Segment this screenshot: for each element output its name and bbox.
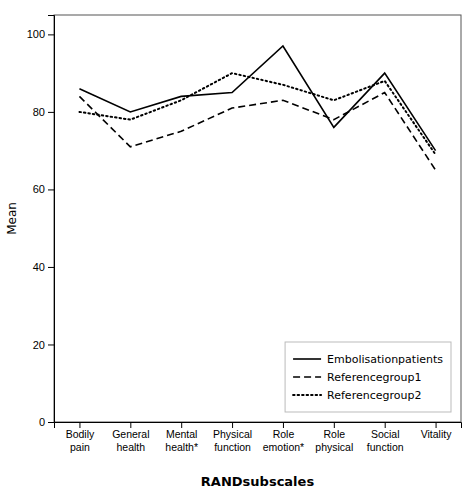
plot: 0 20 40 60 80 100 Bodilypain Generalhealth Menta…	[27, 15, 462, 453]
tick: 40	[33, 261, 54, 273]
legend: Embolisationpatients Referencegroup1 Refer…	[285, 342, 451, 412]
tick: 20	[33, 338, 54, 350]
tick-label: Socialfunction	[367, 428, 404, 452]
lines	[79, 46, 435, 170]
tick-mark	[130, 422, 131, 428]
tick-label: Vitality	[421, 428, 452, 440]
legend-swatch	[293, 376, 321, 378]
tick-mark	[48, 34, 54, 35]
tick: Vitality	[421, 422, 452, 440]
tick: Socialfunction	[367, 422, 404, 453]
tick-mark	[48, 189, 54, 190]
plot-frame	[54, 15, 461, 422]
y-axis-title: Mean	[5, 202, 19, 235]
tick-label: 0	[39, 416, 45, 428]
tick-mark	[48, 422, 54, 423]
tick-mark	[48, 112, 54, 113]
tick-mark	[436, 422, 437, 428]
tick-label: Rolephysical	[315, 428, 353, 452]
tick: Bodilypain	[66, 422, 95, 453]
tick: Rolephysical	[315, 422, 353, 453]
tick: 80	[33, 106, 54, 118]
tick-mark	[181, 422, 182, 428]
series-line	[79, 93, 435, 171]
tick-label: Physicalfunction	[213, 428, 252, 452]
series-line	[79, 73, 435, 154]
tick-label: Roleemotion*	[263, 428, 304, 452]
series-line	[79, 46, 435, 151]
tick-mark	[79, 422, 80, 428]
tick: 100	[27, 28, 54, 40]
tick-label: Bodilypain	[66, 428, 95, 452]
tick: Physicalfunction	[213, 422, 252, 453]
tick-mark	[283, 422, 284, 428]
tick: 60	[33, 183, 54, 195]
tick-label: Generalhealth	[112, 428, 149, 452]
axis-domain	[55, 423, 462, 429]
tick-label: 20	[33, 338, 45, 350]
x-axis: Bodilypain Generalhealth Mentalhealth* Phys…	[55, 422, 462, 453]
x-axis-title: RANDsubscales	[201, 474, 315, 489]
tick-mark	[334, 422, 335, 428]
tick-label: 40	[33, 261, 45, 273]
legend-swatch	[293, 394, 321, 396]
chart: 0 20 40 60 80 100 Bodilypain Generalhealth Menta…	[0, 0, 476, 500]
legend-box	[285, 342, 451, 412]
tick-label: 60	[33, 183, 45, 195]
tick: Roleemotion*	[263, 422, 304, 453]
tick-mark	[232, 422, 233, 428]
tick: Generalhealth	[112, 422, 149, 453]
tick: Mentalhealth*	[165, 422, 198, 453]
tick-label: 100	[27, 28, 45, 40]
legend-label: Referencegroup2	[327, 389, 421, 402]
tick: 0	[39, 416, 54, 428]
tick-label: 80	[33, 106, 45, 118]
tick-label: Mentalhealth*	[165, 428, 198, 452]
axis-domain	[48, 16, 55, 423]
legend-swatch	[293, 358, 321, 360]
y-axis: 0 20 40 60 80 100	[27, 16, 55, 429]
tick-mark	[385, 422, 386, 428]
tick-mark	[48, 344, 54, 345]
legend-label: Embolisationpatients	[327, 353, 443, 366]
legend-label: Referencegroup1	[327, 371, 421, 384]
tick-mark	[48, 267, 54, 268]
